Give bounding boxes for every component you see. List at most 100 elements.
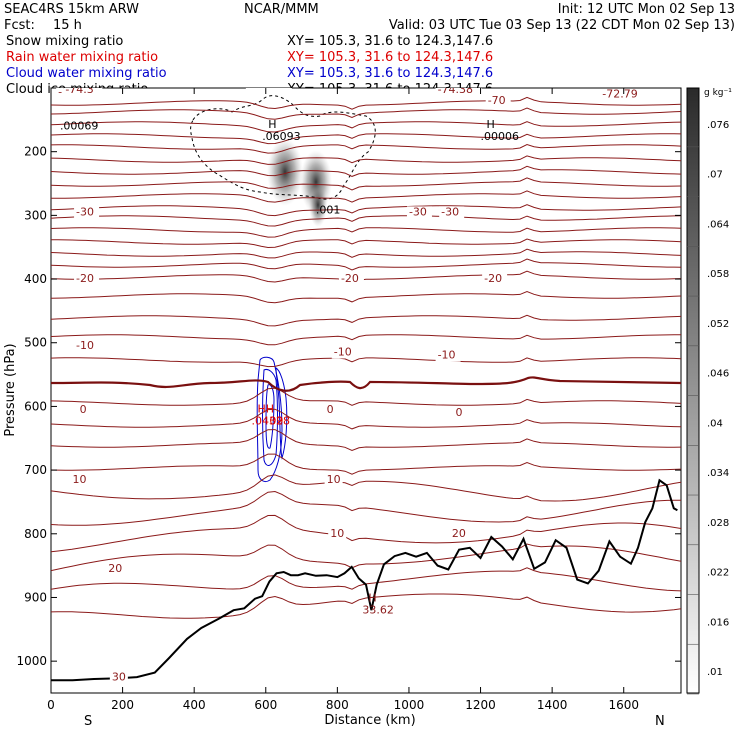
colorbar-tick-label: .04 bbox=[707, 418, 723, 429]
isotherm-label: 20 bbox=[452, 527, 466, 540]
isotherm-label: 30 bbox=[112, 670, 126, 683]
extremum-value: .001 bbox=[316, 203, 341, 216]
x-tick-label: 1200 bbox=[465, 698, 496, 712]
y-tick-label: 300 bbox=[24, 208, 47, 222]
isotherm-line bbox=[51, 290, 681, 304]
y-tick-label: 500 bbox=[24, 336, 47, 350]
colorbar-tick-label: .07 bbox=[707, 170, 723, 181]
colorbar-tick-label: .064 bbox=[707, 219, 729, 230]
x-axis-label: Distance (km) bbox=[324, 713, 415, 728]
cloud-ice-contour bbox=[190, 95, 376, 200]
y-tick-label: 600 bbox=[24, 399, 47, 413]
isotherm-line bbox=[51, 190, 681, 203]
isotherm-line bbox=[51, 387, 681, 406]
extremum-value: 33.62 bbox=[362, 603, 394, 616]
x-tick-label: 400 bbox=[183, 698, 206, 712]
extremum-symbol: H bbox=[368, 591, 376, 604]
colorbar-ramp bbox=[686, 87, 700, 694]
colorbar-tick-label: .016 bbox=[707, 617, 729, 628]
isotherm-label-bg bbox=[74, 206, 100, 219]
isotherm-label-bg bbox=[245, 88, 292, 90]
isotherm-line bbox=[51, 593, 681, 619]
x-tick-label: 1000 bbox=[394, 698, 425, 712]
extremum-symbol: H bbox=[268, 118, 276, 131]
isotherm-line bbox=[51, 270, 681, 284]
isotherm-contours bbox=[51, 96, 681, 619]
isotherm-label-bg bbox=[109, 671, 128, 684]
colorbar-tick-label: .052 bbox=[707, 319, 729, 330]
isotherm-line bbox=[51, 107, 681, 120]
isotherm-label: 0 bbox=[327, 403, 334, 416]
colorbar-tick-label: .046 bbox=[707, 369, 729, 380]
isotherm-label: -30 bbox=[76, 205, 94, 218]
cloud-water-contour-1 bbox=[256, 356, 283, 483]
colorbar-tick-label: .022 bbox=[707, 568, 729, 579]
y-tick-label: 200 bbox=[24, 145, 47, 159]
isotherm-line bbox=[51, 408, 681, 430]
isotherm-label: 10 bbox=[327, 473, 341, 486]
isotherm-line bbox=[51, 453, 681, 475]
terrain-profile bbox=[51, 478, 678, 682]
snow-max-cell bbox=[267, 138, 303, 206]
fcst-value: 15 h bbox=[53, 18, 82, 33]
x-axis: 0 200 400 600 800 1000 1200 1400 1600 bbox=[47, 88, 639, 712]
isotherm-label-bg bbox=[600, 88, 647, 101]
isotherm-label: -70 bbox=[488, 94, 506, 107]
legend-label-cloud-water: Cloud water mixing ratio bbox=[6, 66, 167, 81]
x-tick-label: 600 bbox=[254, 698, 277, 712]
isotherm-label: -10 bbox=[334, 345, 352, 358]
legend-label-rain: Rain water mixing ratio bbox=[6, 50, 158, 65]
plot-frame bbox=[50, 87, 682, 694]
isotherm-label: -74.38 bbox=[438, 83, 473, 96]
cloud-water-contour-3 bbox=[265, 384, 275, 449]
legend-xy-cloud-water: XY= 105.3, 31.6 to 124.3,147.6 bbox=[287, 66, 493, 81]
y-tick-label: 800 bbox=[24, 527, 47, 541]
y-tick-label: 900 bbox=[24, 590, 47, 604]
snow-tail bbox=[309, 183, 327, 227]
isotherm-line bbox=[51, 177, 681, 191]
isotherm-labels: -76-74.3-75.91-74.38-70-72.79-30-30-30-2… bbox=[56, 83, 647, 684]
isotherm-label-bg bbox=[324, 473, 343, 486]
isotherm-label: -20 bbox=[341, 272, 359, 285]
isotherm-label-bg bbox=[435, 349, 461, 362]
model-title: SEAC4RS 15km ARW bbox=[4, 2, 139, 17]
isotherm-label: -20 bbox=[76, 272, 94, 285]
legend-xy-rain: XY= 105.3, 31.6 to 124.3,147.6 bbox=[287, 50, 493, 65]
colorbar-tick-label: .076 bbox=[707, 120, 729, 131]
isotherm-line bbox=[51, 543, 681, 572]
isotherm-label-bg bbox=[449, 527, 468, 540]
isotherm-label: -10 bbox=[76, 339, 94, 352]
isotherm-line bbox=[51, 143, 681, 154]
extremum-value: .00069 bbox=[60, 119, 99, 132]
y-tick-label: 700 bbox=[24, 463, 47, 477]
isotherm-line bbox=[51, 133, 681, 145]
colorbar: g kg⁻¹ .01 .016 .022 .028 .034 .04 .046 .052 .05… bbox=[686, 87, 732, 695]
isotherm-label-bg bbox=[482, 273, 508, 286]
isotherm-label-bg bbox=[331, 346, 357, 359]
isotherm-label-bg bbox=[406, 206, 432, 219]
isotherm-label: 0 bbox=[80, 403, 87, 416]
x-tick-label: 800 bbox=[326, 698, 349, 712]
x-tick-label: 1600 bbox=[608, 698, 639, 712]
isotherm-label-bg bbox=[435, 88, 482, 97]
isotherm-label: 20 bbox=[108, 562, 122, 575]
init-time: Init: 12 UTC Mon 02 Sep 13 bbox=[558, 2, 735, 17]
isotherm-line bbox=[51, 165, 681, 177]
extremum-symbol: H bbox=[487, 118, 495, 131]
isotherm-line bbox=[51, 215, 681, 227]
isotherm-line bbox=[51, 238, 681, 249]
isotherm-label: 10 bbox=[72, 473, 86, 486]
isotherm-line bbox=[51, 314, 681, 327]
isotherm-label: -74.3 bbox=[65, 83, 93, 96]
extremum-value: .04328 bbox=[251, 414, 289, 427]
isotherm-label-bg bbox=[453, 406, 465, 419]
isotherm-line bbox=[51, 514, 681, 553]
isotherm-line bbox=[51, 155, 681, 165]
endpoint-right: N bbox=[655, 714, 665, 729]
isotherm-label: -30 bbox=[441, 205, 459, 218]
extremum-value: 09 bbox=[269, 414, 283, 427]
legend-xy-snow: XY= 105.3, 31.6 to 124.3,147.6 bbox=[287, 34, 493, 49]
isotherm-line bbox=[51, 121, 681, 133]
legend-label-snow: Snow mixing ratio bbox=[6, 34, 123, 49]
